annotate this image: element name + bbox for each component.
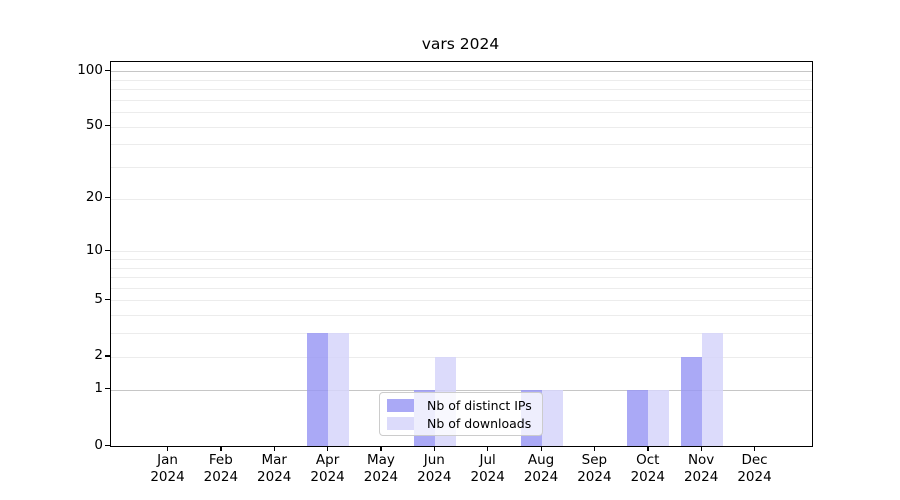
gridline-minor: [111, 198, 812, 200]
y-tick-label: 20: [85, 189, 103, 206]
gridline-major: [111, 71, 812, 73]
y-tick-mark: [105, 197, 110, 199]
y-tick-label: 10: [85, 241, 103, 258]
legend-label-distinct-ips: Nb of distinct IPs: [427, 398, 532, 413]
legend: Nb of distinct IPs Nb of downloads: [379, 392, 543, 436]
y-tick-mark: [105, 69, 110, 71]
y-tick-mark: [105, 444, 110, 446]
x-tick-label: Nov 2024: [683, 452, 719, 485]
x-tick-label: Aug 2024: [523, 452, 559, 485]
x-tick-mark: [487, 446, 489, 452]
x-tick-mark: [273, 446, 276, 452]
bar-downloads: [328, 333, 350, 446]
legend-item-downloads: Nb of downloads: [387, 415, 532, 432]
legend-swatch-distinct-ips: [387, 399, 414, 412]
plot-area: Nb of distinct IPs Nb of downloads: [110, 61, 813, 447]
x-tick-label: Mar 2024: [257, 452, 292, 485]
y-tick-label: 0: [94, 436, 103, 453]
gridline-minor: [111, 251, 812, 253]
x-tick-mark: [700, 446, 702, 452]
bar-downloads: [701, 333, 723, 446]
bar-downloads: [648, 389, 670, 446]
x-tick-mark: [593, 446, 596, 452]
gridline-major: [111, 389, 812, 391]
x-tick-label: Jun 2024: [417, 452, 452, 485]
y-tick-mark: [105, 388, 110, 390]
chart-title: vars 2024: [421, 35, 500, 53]
x-tick-label: May 2024: [363, 452, 399, 485]
y-tick-label: 50: [85, 117, 103, 134]
x-tick-label: Dec 2024: [737, 452, 772, 485]
gridline-minor: [111, 267, 812, 269]
gridline-minor: [111, 356, 812, 358]
x-tick-mark: [380, 446, 382, 452]
x-tick-mark: [754, 446, 756, 452]
gridline-minor: [111, 333, 812, 335]
bar-downloads: [541, 389, 563, 446]
bar-distinct-ips: [627, 389, 649, 446]
y-tick-label: 1: [94, 380, 103, 397]
y-tick-mark: [105, 298, 110, 301]
x-tick-mark: [220, 446, 222, 452]
y-tick-mark: [105, 355, 110, 357]
x-tick-label: Jul 2024: [470, 452, 505, 485]
gridline-minor: [111, 99, 812, 101]
legend-item-distinct-ips: Nb of distinct IPs: [387, 397, 532, 414]
y-tick-label: 2: [94, 347, 103, 364]
legend-swatch-downloads: [387, 417, 414, 430]
x-tick-mark: [433, 446, 436, 452]
x-tick-label: Sep 2024: [577, 452, 612, 485]
y-tick-mark: [105, 125, 110, 127]
legend-label-downloads: Nb of downloads: [427, 416, 532, 431]
x-tick-mark: [647, 446, 649, 452]
gridline-minor: [111, 287, 812, 289]
x-tick-label: Oct 2024: [630, 452, 665, 485]
x-tick-mark: [327, 446, 329, 452]
y-tick-label: 100: [77, 61, 103, 78]
gridline-minor: [111, 167, 812, 169]
y-tick-mark: [105, 249, 110, 252]
x-tick-mark: [540, 446, 542, 452]
x-tick-label: Jan 2024: [150, 452, 185, 485]
gridline-minor: [111, 112, 812, 114]
x-tick-mark: [167, 446, 169, 452]
y-tick-label: 5: [94, 290, 103, 307]
x-tick-label: Apr 2024: [310, 452, 345, 485]
gridline-minor: [111, 300, 812, 302]
bar-distinct-ips: [307, 333, 329, 446]
gridline-minor: [111, 126, 812, 128]
gridline-minor: [111, 277, 812, 279]
gridline-minor: [111, 315, 812, 317]
gridline-minor: [111, 258, 812, 260]
gridline-minor: [111, 79, 812, 81]
gridline-minor: [111, 144, 812, 146]
gridline-minor: [111, 89, 812, 91]
x-tick-label: Feb 2024: [203, 452, 239, 485]
bar-distinct-ips: [680, 356, 702, 446]
